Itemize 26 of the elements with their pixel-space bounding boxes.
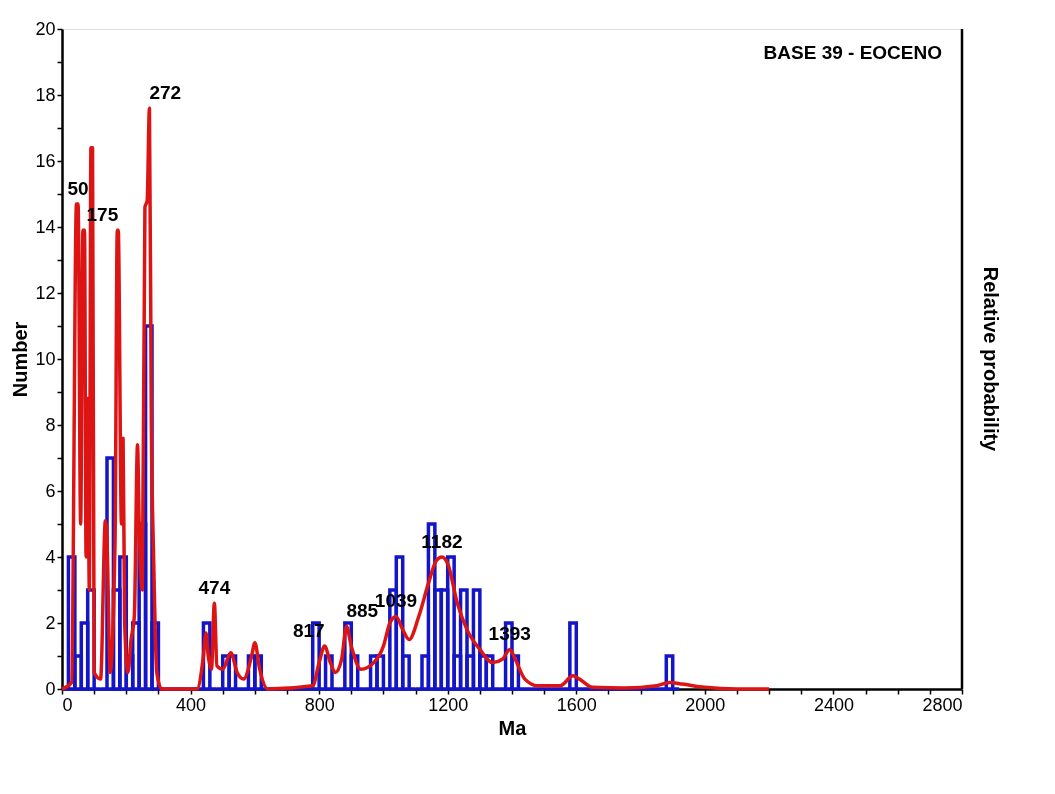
y-tick-label: 10 bbox=[35, 348, 56, 369]
y-tick-label: 6 bbox=[45, 480, 56, 501]
x-tick-label: 400 bbox=[176, 694, 207, 715]
y-tick-label: 2 bbox=[45, 612, 56, 633]
annotation: 474 bbox=[198, 577, 231, 599]
y-tick-label: 4 bbox=[45, 546, 56, 567]
x-tick-label: 0 bbox=[62, 694, 73, 715]
text: BASE 39 - EOCENO bbox=[763, 42, 942, 63]
x-tick-label: 1600 bbox=[556, 694, 597, 715]
y-tick-label: 14 bbox=[35, 216, 56, 237]
x-tick-label: 2000 bbox=[685, 694, 726, 715]
y-tick-label: 16 bbox=[35, 150, 56, 171]
y-tick-label: 18 bbox=[35, 84, 56, 105]
x-tick-label: 2400 bbox=[813, 694, 854, 715]
x-tick-label: 2800 bbox=[922, 694, 963, 715]
y-tick-label: 8 bbox=[45, 414, 56, 435]
annotation: 272 bbox=[149, 82, 182, 104]
y-tick-label: 20 bbox=[35, 18, 56, 39]
y2-axis-title: Relative probability bbox=[980, 266, 1002, 453]
y-tick-label: 12 bbox=[35, 282, 56, 303]
y-tick-label: 0 bbox=[45, 678, 56, 699]
y-axis-title: Number bbox=[9, 321, 32, 398]
annotation: 50 bbox=[67, 177, 89, 199]
x-axis-title: Ma bbox=[498, 716, 528, 739]
x-tick-label: 1200 bbox=[428, 694, 469, 715]
x-tick-label: 800 bbox=[304, 694, 335, 715]
